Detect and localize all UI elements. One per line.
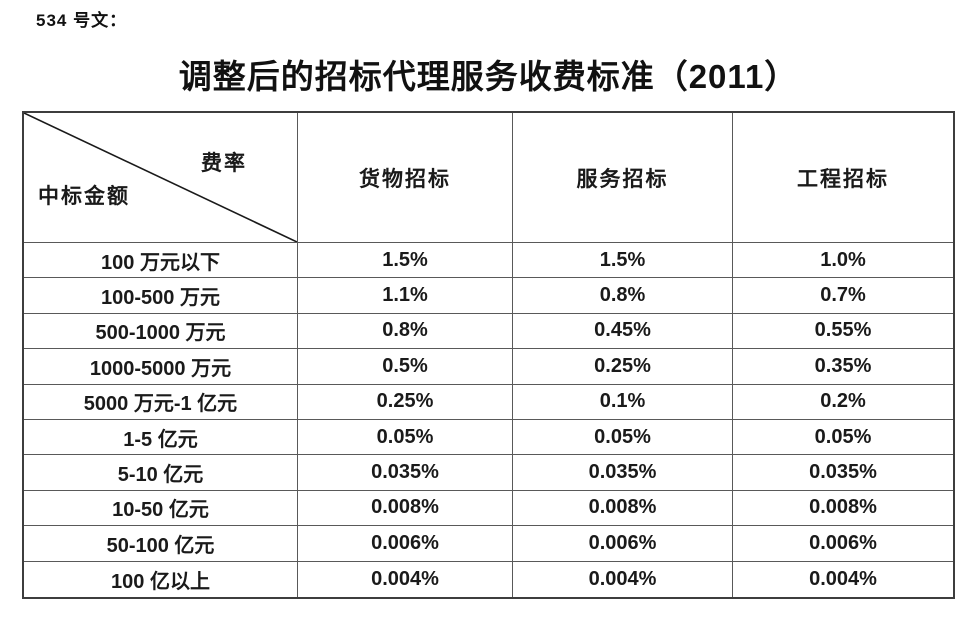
- rate-cell: 0.25%: [298, 384, 513, 420]
- rate-cell: 0.05%: [733, 420, 953, 456]
- rate-cell: 0.45%: [513, 313, 733, 350]
- row-label: 500-1000 万元: [24, 313, 298, 350]
- page-title: 调整后的招标代理服务收费标准（2011）: [178, 58, 799, 95]
- rate-cell: 0.008%: [733, 491, 953, 527]
- rate-cell: 0.5%: [298, 349, 513, 385]
- diagonal-divider-line: [24, 113, 297, 242]
- rate-cell: 0.05%: [513, 420, 733, 456]
- rate-cell: 0.2%: [733, 385, 953, 420]
- row-label: 100-500 万元: [24, 278, 298, 314]
- row-label: 1-5 亿元: [24, 420, 298, 456]
- rate-cell: 0.7%: [733, 278, 953, 314]
- rate-cell: 0.55%: [733, 314, 953, 350]
- rate-cell: 0.25%: [513, 349, 733, 385]
- row-label: 5-10 亿元: [24, 455, 298, 491]
- row-label: 1000-5000 万元: [24, 349, 298, 385]
- rate-cell: 0.006%: [733, 526, 953, 562]
- row-label: 100 亿以上: [24, 561, 298, 597]
- doc-number-label: 534 号文：: [36, 11, 128, 30]
- rate-cell: 0.35%: [733, 349, 953, 385]
- rate-cell: 0.004%: [809, 567, 877, 590]
- rate-cell: 0.035%: [733, 455, 953, 491]
- row-label: 50-100 亿元: [24, 526, 298, 562]
- row-label: 10-50 亿元: [24, 490, 298, 527]
- rate-cell: 0.008%: [298, 490, 513, 527]
- rate-cell: 0.008%: [513, 490, 733, 527]
- rate-cell: 0.05%: [298, 420, 513, 456]
- corner-label-amount: 中标金额: [38, 185, 130, 208]
- fee-table: 费率 中标金额 货物招标 服务招标 工程招标 100 万元以下 1.5% 1.5…: [22, 111, 955, 599]
- column-header-goods: 货物招标: [298, 113, 513, 243]
- rate-cell: 1.1%: [298, 278, 513, 314]
- rate-cell: 0.035%: [298, 455, 513, 491]
- rate-cell: 0.006%: [298, 526, 513, 562]
- column-header-engineering: 工程招标: [733, 113, 953, 243]
- rate-cell: 1.5%: [298, 243, 513, 279]
- row-label: 100 万元以下: [24, 243, 298, 279]
- rate-cell: 0.1%: [513, 384, 733, 420]
- column-header-service: 服务招标: [513, 113, 733, 243]
- table-corner-cell: 费率 中标金额: [24, 113, 298, 243]
- rate-cell: 0.035%: [513, 455, 733, 491]
- corner-label-rate: 费率: [201, 152, 247, 175]
- row-label: 5000 万元-1 亿元: [24, 384, 298, 420]
- rate-cell: 0.004%: [298, 561, 513, 597]
- rate-cell: 1.0%: [733, 243, 953, 279]
- rate-cell: 0.8%: [513, 278, 733, 314]
- rate-cell: 1.5%: [513, 243, 733, 279]
- rate-cell: 0.004%: [513, 561, 733, 597]
- rate-cell: 0.006%: [513, 526, 733, 562]
- rate-cell: 0.8%: [298, 313, 513, 350]
